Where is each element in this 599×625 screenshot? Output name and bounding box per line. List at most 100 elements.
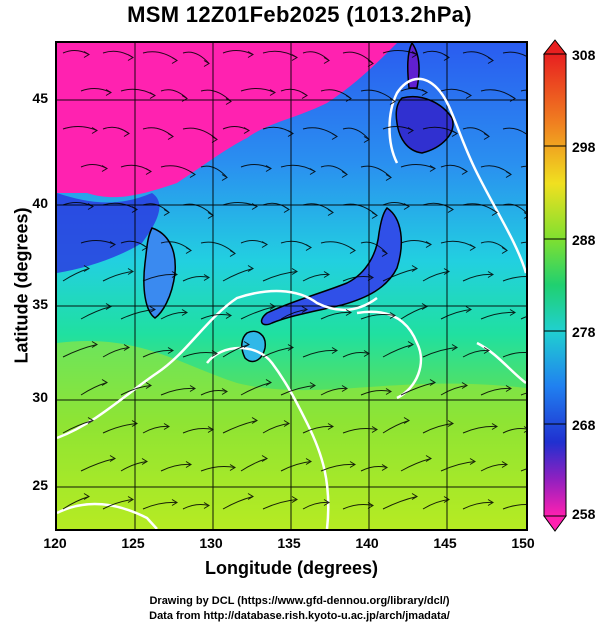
- streamline: [382, 344, 414, 358]
- streamline-arrow: [367, 274, 374, 281]
- y-tick: 30: [32, 389, 48, 405]
- streamline: [182, 351, 218, 358]
- streamline-arrow: [403, 417, 410, 424]
- temperature-map: [55, 41, 528, 531]
- streamline: [200, 313, 232, 320]
- streamline-arrow: [451, 344, 458, 351]
- streamline-arrow: [269, 89, 276, 96]
- streamline: [320, 463, 356, 472]
- streamline-arrow: [381, 464, 388, 471]
- colorbar: [542, 39, 568, 532]
- streamline-arrow: [207, 212, 214, 219]
- streamline-arrow: [211, 350, 218, 357]
- streamline-arrow: [345, 309, 352, 316]
- streamline: [120, 309, 156, 320]
- streamline-arrow: [483, 133, 490, 140]
- streamline: [422, 423, 454, 434]
- streamline-arrow: [389, 98, 396, 105]
- colorbar-tick: 278: [572, 324, 596, 340]
- streamline: [120, 385, 152, 396]
- streamline: [462, 349, 490, 358]
- streamline: [400, 306, 428, 320]
- streamline: [240, 458, 268, 472]
- x-tick: 125: [121, 535, 145, 551]
- streamline-arrow: [225, 312, 232, 319]
- streamline: [422, 271, 450, 282]
- streamline: [382, 420, 410, 434]
- streamline: [462, 425, 498, 434]
- streamline-arrow: [229, 464, 236, 471]
- streamline-arrow: [269, 303, 276, 310]
- streamline-arrow: [381, 250, 388, 257]
- streamline: [142, 349, 174, 358]
- streamline-arrow: [349, 247, 356, 254]
- streamline-arrow: [167, 133, 174, 140]
- streamline-arrow: [309, 382, 316, 389]
- streamline-arrow: [283, 420, 290, 427]
- streamline-arrow: [167, 347, 174, 354]
- x-tick: 130: [199, 535, 223, 551]
- streamline-arrow: [229, 250, 236, 257]
- streamline-arrow: [327, 209, 334, 216]
- streamline-arrow: [323, 499, 330, 506]
- streamline-arrow: [101, 379, 108, 386]
- streamline-arrow: [83, 51, 90, 58]
- streamline-arrow: [469, 244, 476, 251]
- hokkaido-land: [395, 96, 454, 154]
- streamline: [342, 427, 378, 434]
- streamline-arrow: [411, 493, 418, 500]
- streamline: [502, 51, 526, 57]
- streamline: [320, 387, 348, 396]
- x-tick: 140: [355, 535, 379, 551]
- streamline-arrow: [505, 385, 512, 392]
- streamline-arrow: [425, 455, 432, 462]
- streamline: [62, 496, 90, 510]
- streamline-arrow: [225, 98, 232, 105]
- streamline-arrow: [451, 130, 458, 137]
- streamline-arrow: [203, 502, 210, 509]
- streamline-arrow: [421, 303, 428, 310]
- streamline: [240, 88, 276, 93]
- streamline-arrow: [149, 306, 156, 313]
- streamline: [342, 351, 370, 358]
- x-tick: 135: [277, 535, 301, 551]
- streamline-arrow: [189, 385, 196, 392]
- streamline: [102, 347, 130, 358]
- colorbar-tick: 308: [572, 47, 596, 63]
- streamline-arrow: [251, 203, 258, 210]
- streamline-arrow: [261, 241, 268, 248]
- streamline-arrow: [91, 341, 98, 348]
- streamline: [200, 165, 228, 178]
- streamline: [102, 499, 134, 510]
- streamline-arrow: [247, 265, 254, 272]
- streamline: [502, 275, 526, 282]
- streamline: [182, 427, 214, 434]
- streamline-arrow: [243, 127, 250, 134]
- streamline: [240, 382, 272, 396]
- streamline-arrow: [367, 502, 374, 509]
- streamline: [80, 306, 112, 320]
- streamline: [80, 458, 116, 472]
- streamline-arrow: [189, 171, 196, 178]
- streamline-arrow: [461, 382, 468, 389]
- streamline-arrow: [185, 247, 192, 254]
- streamline: [342, 51, 374, 64]
- streamline-arrow: [149, 92, 156, 99]
- streamline-arrow: [109, 455, 116, 462]
- streamline-arrow: [185, 461, 192, 468]
- streamline-arrow: [367, 60, 374, 67]
- streamline-arrow: [109, 241, 116, 248]
- streamline-arrow: [447, 420, 454, 427]
- streamline: [62, 126, 98, 131]
- wind-streamlines: [62, 50, 526, 510]
- streamline-arrow: [127, 54, 134, 61]
- x-axis-label: Longitude (degrees): [204, 558, 378, 578]
- streamline-arrow: [385, 388, 392, 395]
- streamline-arrow: [243, 341, 250, 348]
- streamline: [502, 351, 526, 358]
- streamline: [520, 316, 526, 320]
- streamline: [520, 241, 526, 244]
- streamline: [480, 463, 508, 472]
- streamline: [280, 461, 312, 472]
- streamline: [382, 496, 418, 510]
